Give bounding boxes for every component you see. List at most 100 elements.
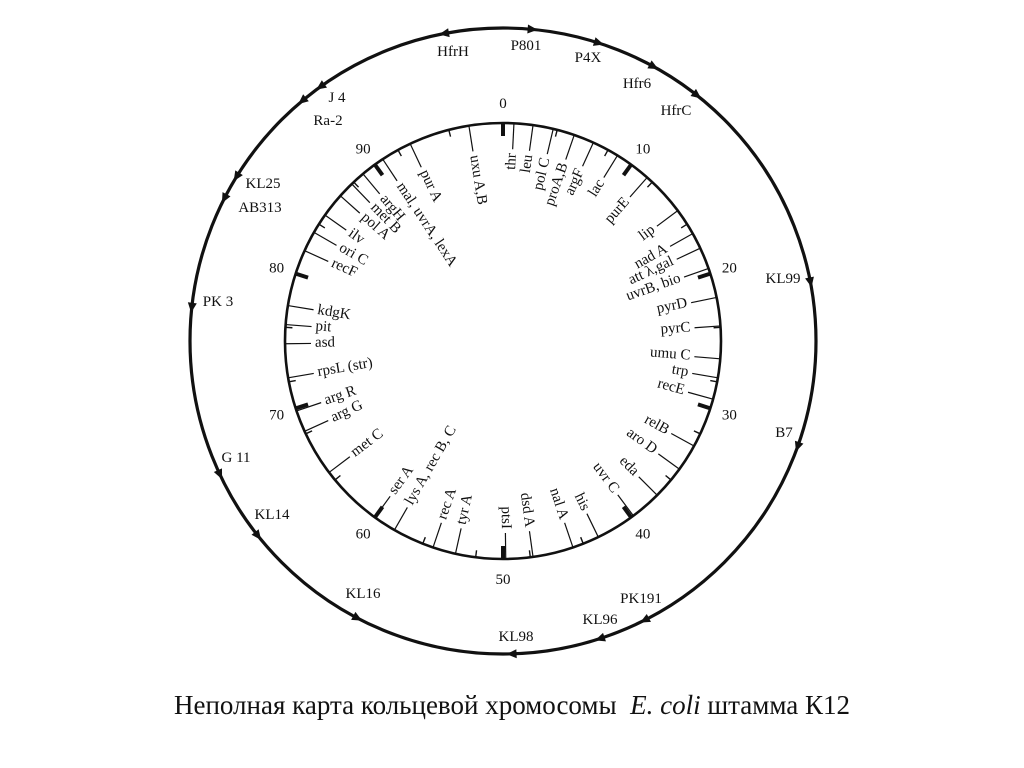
minor-tick	[353, 181, 360, 188]
gene-leader	[657, 453, 680, 470]
transfer-arrow	[595, 632, 606, 642]
major-tick	[697, 271, 711, 280]
major-tick	[621, 163, 633, 177]
hfr-strain-labels: HfrH P801 P4X Hfr6 HfrC J 4 Ra-2 KL25 AB313 PK 3 G…	[203, 38, 801, 645]
gene-leader	[454, 528, 462, 554]
minor-tick	[680, 223, 688, 229]
major-tick	[295, 402, 309, 411]
transfer-arrows	[187, 24, 814, 659]
transfer-arrow	[647, 60, 659, 70]
scale-label: 30	[722, 408, 737, 424]
hfr-strain-label: KL98	[499, 629, 534, 645]
minor-tick	[710, 379, 718, 383]
gene-leader	[564, 522, 574, 548]
gene-leader	[351, 183, 371, 204]
gene-leader	[687, 391, 714, 400]
transfer-arrow	[221, 192, 231, 204]
gene-leader	[582, 142, 594, 167]
major-tick	[373, 163, 385, 177]
minor-tick	[288, 379, 296, 383]
transfer-arrow	[213, 468, 223, 480]
gene-label: asd	[315, 335, 336, 351]
gene-leader	[603, 155, 618, 178]
gene-label: nal A	[546, 486, 571, 522]
minor-tick	[693, 430, 701, 435]
gene-label: pit	[315, 318, 333, 335]
gene-label: purE	[602, 194, 633, 226]
gene-leader	[382, 158, 398, 182]
gene-leader	[362, 173, 381, 195]
gene-leader	[512, 123, 515, 150]
caption-species: E. coli	[630, 690, 701, 720]
minor-tick	[646, 181, 653, 188]
gene-leader	[304, 420, 329, 432]
gene-leader	[432, 522, 442, 548]
hfr-strain-label: P801	[511, 38, 542, 54]
hfr-strain-label: Ra-2	[313, 113, 342, 129]
minor-tick	[318, 223, 326, 229]
gene-leader	[546, 128, 554, 155]
scale-label: 20	[722, 260, 737, 276]
major-tick	[697, 402, 711, 411]
hfr-strain-label: J 4	[328, 90, 346, 106]
hfr-strain-label: KL96	[583, 612, 618, 628]
gene-label: leu	[518, 153, 536, 174]
gene-label: recE	[656, 376, 687, 399]
gene-label: pol C	[530, 156, 553, 192]
transfer-arrow	[439, 28, 450, 38]
scale-label: 70	[269, 408, 284, 424]
gene-leader	[676, 247, 701, 260]
minor-tick	[528, 550, 532, 558]
gene-leader	[468, 125, 474, 152]
gene-leader	[683, 267, 709, 278]
scale-label: 10	[635, 141, 650, 157]
gene-label: dsd A	[517, 492, 538, 529]
hfr-strain-label: KL16	[346, 586, 381, 602]
transfer-arrow	[592, 37, 604, 46]
transfer-arrow	[298, 94, 309, 105]
gene-label: pyrC	[660, 319, 691, 337]
gene-label: pyrD	[655, 295, 689, 317]
transfer-arrow	[506, 649, 517, 659]
minor-tick	[397, 149, 402, 157]
gene-leader	[374, 495, 391, 518]
minor-tick	[334, 474, 341, 481]
hfr-strain-label: KL14	[255, 507, 290, 523]
figure-caption: Неполная карта кольцевой хромосомы E. co…	[0, 690, 1024, 721]
major-tick	[295, 271, 309, 280]
gene-leader	[528, 531, 534, 558]
gene-leader	[638, 476, 658, 496]
gene-leader	[328, 456, 351, 473]
hfr-strain-label: B7	[775, 425, 793, 441]
gene-leader	[694, 356, 721, 360]
gene-leader	[629, 177, 648, 198]
transfer-arrow	[527, 24, 538, 34]
hfr-strain-label: KL25	[246, 176, 281, 192]
scale-label: 90	[356, 141, 371, 157]
transfer-arrow	[316, 80, 328, 90]
gene-leader	[691, 296, 717, 304]
scale-label: 80	[269, 260, 284, 276]
gene-leader	[339, 195, 361, 214]
hfr-strain-label: G 11	[221, 450, 250, 466]
gene-label: kdgK	[316, 302, 352, 323]
gene-leader	[287, 304, 314, 311]
hfr-strain-label: PK 3	[203, 294, 233, 310]
gene-leader	[669, 233, 693, 247]
gene-leader	[694, 325, 721, 329]
caption-suffix: штамма К12	[707, 690, 851, 720]
transfer-arrow	[251, 529, 262, 540]
gene-label: uxu A,B	[466, 154, 490, 206]
gene-leader	[409, 143, 422, 168]
minute-scale: 0 10 20 30 40 50 60 70 80 90	[269, 96, 737, 588]
major-tick	[621, 505, 633, 519]
minor-tick	[474, 550, 478, 558]
gene-label: thr	[503, 153, 520, 170]
gene-label: met C	[348, 426, 387, 461]
gene-leader	[288, 372, 314, 379]
gene-label: lip	[636, 222, 658, 244]
gene-label: tyr A	[454, 493, 476, 526]
hfr-strain-label: AB313	[238, 200, 281, 216]
gene-leader	[528, 124, 534, 151]
transfer-arrow	[794, 440, 804, 452]
